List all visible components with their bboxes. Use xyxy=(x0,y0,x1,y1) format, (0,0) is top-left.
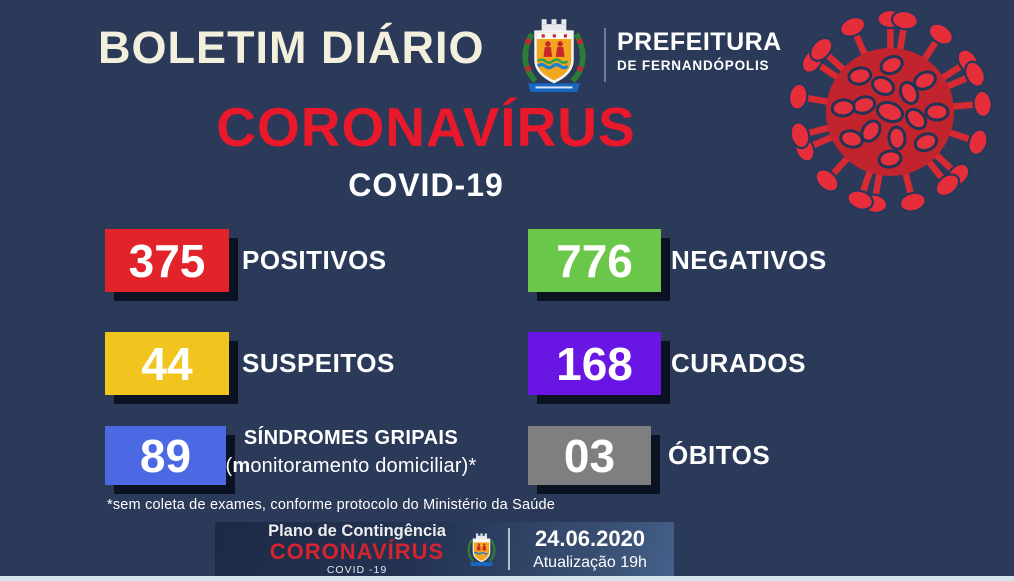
header-divider xyxy=(604,28,606,82)
stat-label-positivos: POSITIVOS xyxy=(242,245,387,275)
sindromes-gripais-line2: (monitoramento domiciliar)* xyxy=(225,455,477,477)
stat-label-obitos: ÓBITOS xyxy=(668,440,771,470)
org-block: PREFEITURA DE FERNANDÓPOLIS xyxy=(617,28,782,73)
footer-bar: Plano de Contingência CORONAVÍRUS COVID … xyxy=(215,522,674,576)
footnote: *sem coleta de exames, conforme protocol… xyxy=(107,497,556,513)
stat-box-sindromes-gripais: 89 xyxy=(105,426,226,485)
footer-divider xyxy=(508,528,510,570)
org-name: PREFEITURA xyxy=(617,28,782,56)
stat-box-positivos: 375 xyxy=(105,229,229,292)
contingency-plan-block: Plano de Contingência CORONAVÍRUS COVID … xyxy=(257,521,457,576)
stat-label-curados: CURADOS xyxy=(671,348,806,378)
stat-box-curados: 168 xyxy=(528,332,661,395)
stat-label-sindromes-gripais: SÍNDROMES GRIPAIS (monitoramento domicil… xyxy=(220,427,482,478)
coronavirus-icon xyxy=(788,8,993,214)
stat-box-negativos: 776 xyxy=(528,229,661,292)
plan-subtitle: COVID -19 xyxy=(326,564,388,576)
bulletin-title: BOLETIM DIÁRIO xyxy=(98,22,485,73)
date-block: 24.06.2020 Atualização 19h xyxy=(520,525,660,571)
city-crest-icon-small xyxy=(467,533,496,566)
stat-box-obitos: 03 xyxy=(528,426,651,485)
sindromes-gripais-line1: SÍNDROMES GRIPAIS xyxy=(243,427,459,449)
bottom-strip xyxy=(0,576,1014,581)
page-title: CORONAVÍRUS xyxy=(216,96,636,158)
city-crest-icon xyxy=(522,19,586,92)
update-time: Atualização 19h xyxy=(533,553,647,571)
stat-label-suspeitos: SUSPEITOS xyxy=(242,348,395,378)
plan-title: Plano de Contingência xyxy=(268,521,446,540)
stat-label-negativos: NEGATIVOS xyxy=(671,245,827,275)
bulletin-date: 24.06.2020 xyxy=(534,525,646,551)
plan-name: CORONAVÍRUS xyxy=(269,539,445,564)
page-subtitle: COVID-19 xyxy=(348,167,504,203)
stat-box-suspeitos: 44 xyxy=(105,332,229,395)
org-subtitle: DE FERNANDÓPOLIS xyxy=(617,58,770,73)
